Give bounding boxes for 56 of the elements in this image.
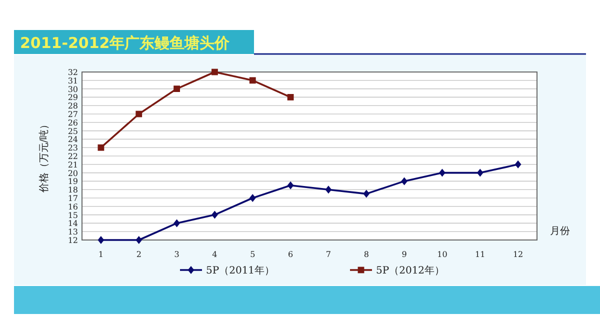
x-tick-label: 12 (512, 250, 524, 259)
y-tick-label: 15 (68, 210, 78, 220)
y-tick-label: 31 (68, 76, 78, 86)
point (98, 144, 104, 151)
y-tick-label: 17 (68, 194, 78, 203)
y-tick-label: 24 (68, 135, 78, 144)
y-tick-label: 14 (68, 219, 78, 228)
x-tick-label: 5 (250, 250, 256, 259)
y-tick-label: 29 (68, 93, 78, 102)
point (249, 194, 256, 202)
y-tick-label: 27 (68, 110, 78, 119)
point (439, 168, 446, 177)
point (514, 160, 522, 168)
x-axis-title: 月份 (550, 226, 570, 237)
y-tick-label: 22 (68, 152, 78, 161)
y-tick-label: 19 (68, 177, 78, 186)
point (98, 236, 104, 244)
point (174, 219, 180, 228)
legend-label: 5P（2012年） (376, 264, 445, 276)
legend-label: 5P（2011年） (206, 264, 275, 276)
point (476, 168, 484, 177)
x-tick-label: 6 (288, 250, 294, 259)
point (325, 186, 332, 194)
y-tick-label: 12 (68, 236, 78, 245)
y-tick-label: 30 (68, 84, 78, 94)
x-tick-label: 3 (174, 250, 180, 259)
point (212, 68, 218, 76)
y-tick-label: 26 (68, 118, 78, 128)
point (136, 236, 142, 244)
point (287, 94, 294, 100)
y-tick-label: 18 (68, 186, 78, 195)
y-tick-label: 21 (68, 160, 78, 170)
point (136, 110, 142, 118)
x-tick-label: 8 (364, 250, 369, 259)
point (212, 210, 218, 219)
y-tick-label: 32 (68, 68, 78, 77)
point (401, 177, 408, 186)
x-tick-label: 4 (212, 250, 218, 259)
x-tick-label: 2 (136, 250, 142, 259)
x-tick-label: 9 (402, 250, 407, 259)
x-tick-label: 1 (98, 250, 104, 259)
point (249, 77, 256, 84)
y-tick-label: 25 (68, 126, 78, 136)
y-tick-label: 20 (68, 168, 78, 178)
x-tick-label: 11 (475, 250, 486, 259)
point (363, 190, 370, 198)
y-tick-label: 23 (68, 144, 78, 153)
y-tick-label: 16 (68, 202, 78, 212)
point (174, 86, 180, 92)
y-axis-title: 价格（万元/吨） (38, 119, 50, 194)
y-tick-label: 13 (68, 228, 78, 237)
x-tick-label: 10 (437, 250, 448, 259)
point (287, 181, 294, 190)
x-tick-label: 7 (326, 250, 332, 259)
chart-title: 2011-2012年广东鳗鱼塘头价 (20, 34, 231, 52)
y-tick-label: 28 (68, 102, 78, 111)
